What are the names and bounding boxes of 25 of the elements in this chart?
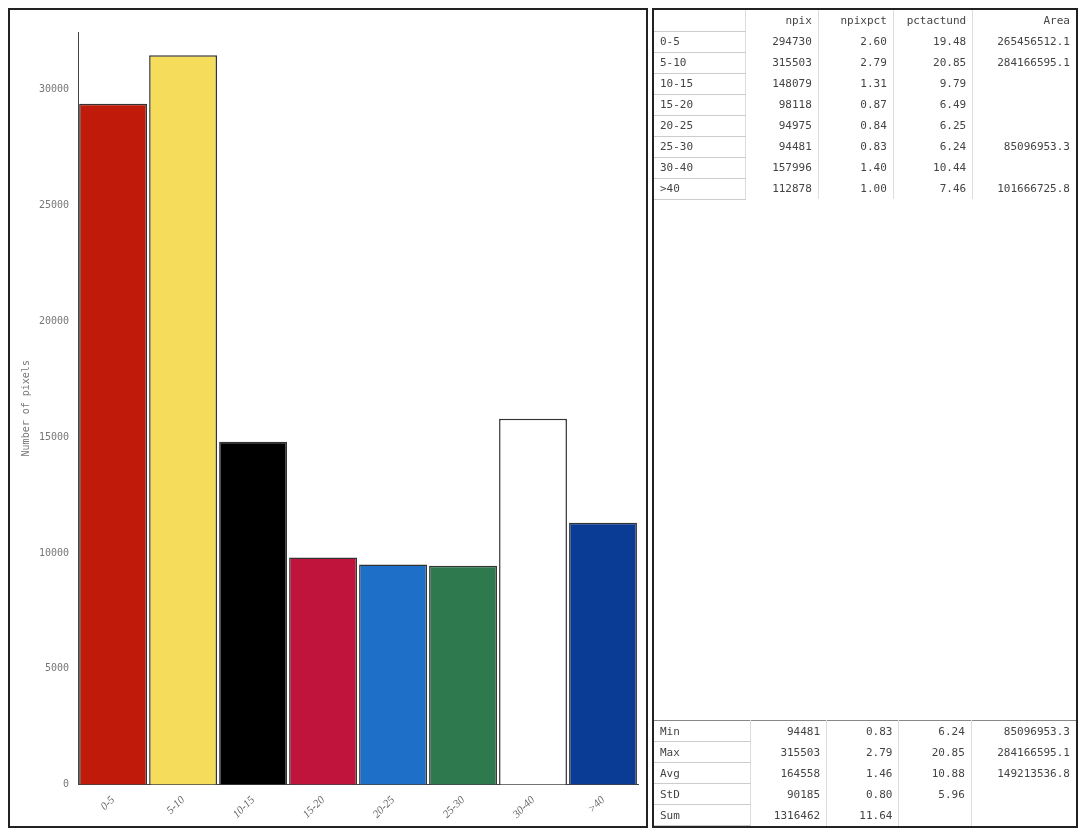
x-tick-label: 5-10 [163,792,187,816]
x-tick-label: >40 [584,792,607,815]
y-tick-label: 30000 [38,83,70,95]
y-tick-label: 20000 [38,315,70,327]
text: StD 90185 0.80 5.96 [660,787,965,801]
x-tick-label: 0-5 [97,792,117,813]
text: Sum 1316462 11.64 [660,808,893,822]
text: >40 112878 1.00 7.46 101666725.8 [660,182,1070,195]
text: 5-10 315503 2.79 20.85 284166595.1 [660,56,1070,69]
y-tick-label: 10000 [38,546,70,558]
y-tick-label: 25000 [38,199,70,211]
text: 20-25 94975 0.84 6.25 [660,119,967,132]
text: Max 315503 2.79 20.85 284166595.1 [660,745,1070,759]
text: 0-5 294730 2.60 19.48 265456512.1 [660,35,1070,48]
y-tick-label: 5000 [45,662,70,674]
text: Avg 164558 1.46 10.88 149213536.8 [660,766,1070,780]
y-tick-label: 15000 [38,430,70,442]
text: Min 94481 0.83 6.24 85096953.3 [660,724,1070,738]
text: npix npixpct pctactund Area [785,14,1070,27]
text: 10-15 148079 1.31 9.79 [660,77,967,90]
text: 15-20 98118 0.87 6.49 [660,98,967,111]
y-axis-title: Number of pixels [19,360,31,457]
text: 30-40 157996 1.40 10.44 [660,161,967,174]
y-tick-label: 0 [63,778,70,790]
text: 25-30 94481 0.83 6.24 85096953.3 [660,140,1070,153]
